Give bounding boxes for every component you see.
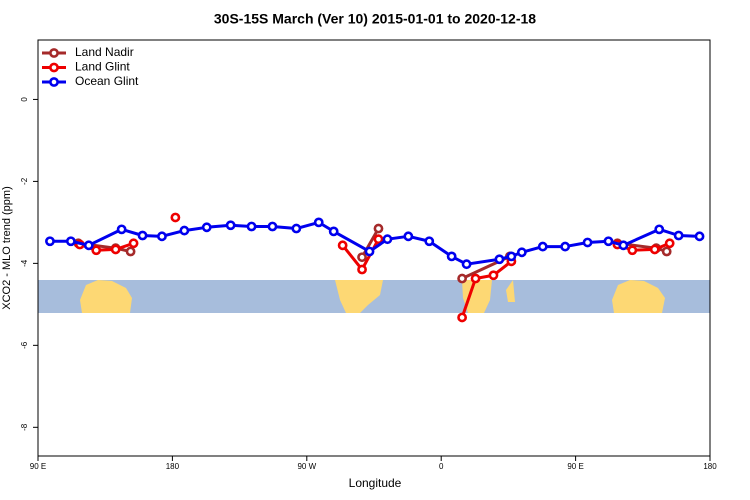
point <box>694 231 705 242</box>
point <box>91 245 102 256</box>
point <box>649 244 660 255</box>
point <box>494 254 505 265</box>
point <box>560 241 571 252</box>
plot-frame <box>37 39 711 457</box>
point <box>373 234 384 245</box>
point <box>364 246 375 257</box>
point <box>291 223 302 234</box>
point <box>654 224 665 235</box>
chart-title: 30S-15S March (Ver 10) 2015-01-01 to 202… <box>214 11 536 27</box>
point <box>110 244 121 255</box>
point <box>328 226 339 237</box>
point <box>267 221 278 232</box>
point <box>424 236 435 247</box>
x-tick-label: 90 W <box>297 462 316 471</box>
y-tick-label: -6 <box>20 341 29 349</box>
point <box>457 312 468 323</box>
y-tick-label: -8 <box>20 423 29 431</box>
point <box>673 230 684 241</box>
point <box>446 251 457 262</box>
legend-label: Ocean Glint <box>75 74 139 88</box>
point <box>337 240 348 251</box>
point <box>661 246 672 257</box>
point <box>603 236 614 247</box>
point <box>403 231 414 242</box>
point <box>45 236 55 247</box>
point <box>357 252 367 263</box>
y-tick-label: -4 <box>20 259 29 267</box>
legend-marker <box>49 77 59 87</box>
point <box>382 234 393 245</box>
point <box>664 238 675 249</box>
point <box>83 240 94 251</box>
point <box>506 251 517 262</box>
x-tick-label: 90 E <box>567 462 583 471</box>
point <box>170 212 181 223</box>
x-tick-label: 180 <box>703 462 717 471</box>
point <box>582 237 593 248</box>
point <box>618 240 629 251</box>
point <box>461 259 472 270</box>
point <box>65 236 76 247</box>
point <box>488 270 499 281</box>
point <box>373 223 384 234</box>
legend-label: Land Nadir <box>75 45 134 59</box>
x-tick-label: 0 <box>439 462 444 471</box>
point <box>470 273 481 284</box>
legend-label: Land Glint <box>75 60 130 74</box>
point <box>128 238 139 249</box>
point <box>157 231 167 242</box>
point <box>225 220 236 231</box>
point <box>137 230 148 241</box>
legend-marker <box>49 48 59 58</box>
point <box>357 264 367 275</box>
point <box>537 241 548 252</box>
point <box>125 246 136 257</box>
point <box>116 224 127 235</box>
x-axis-label: Longitude <box>349 476 402 490</box>
x-tick-label: 180 <box>166 462 180 471</box>
x-tick-label: 90 E <box>30 462 46 471</box>
map-strip <box>38 280 710 313</box>
y-tick-label: -2 <box>20 177 29 185</box>
legend-marker <box>49 62 59 73</box>
point <box>627 245 638 256</box>
y-axis-label: XCO2 - MLO trend (ppm) <box>1 186 13 309</box>
point <box>457 273 468 284</box>
point <box>179 225 190 236</box>
point <box>246 221 257 232</box>
point <box>516 247 527 258</box>
point <box>201 222 212 233</box>
point <box>313 217 324 228</box>
y-tick-label: 0 <box>20 97 29 102</box>
